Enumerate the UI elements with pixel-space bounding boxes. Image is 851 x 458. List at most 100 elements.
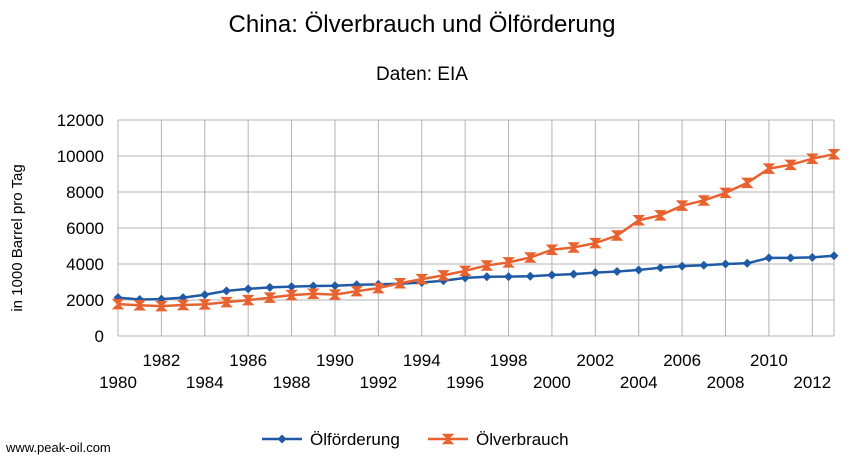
x-tick-label: 1996 [446,373,484,392]
data-point [308,281,318,291]
x-tick-label: 2010 [750,351,788,370]
legend-item: Ölförderung [262,430,400,449]
x-tick-label: 2012 [793,373,831,392]
data-point [482,272,492,282]
data-point [502,257,515,268]
data-point [243,284,253,294]
data-point [241,294,255,306]
x-tick-label: 1986 [229,351,267,370]
data-point [807,252,817,262]
y-tick-label: 6000 [66,219,104,238]
data-point [285,289,298,301]
x-tick-label: 1994 [403,351,441,370]
data-point [437,270,450,281]
data-point [742,258,752,268]
data-point [805,153,819,164]
chart-title: China: Ölverbrauch und Ölförderung [229,11,616,38]
series-foerderung [113,251,839,304]
x-tick-label: 1990 [316,351,354,370]
data-point [677,261,687,271]
x-tick-label: 1980 [99,373,137,392]
data-point [589,237,602,249]
x-tick-label: 2004 [620,373,658,392]
data-point [827,148,841,160]
data-point [330,281,340,291]
y-tick-label: 12000 [57,111,104,130]
grid [117,119,834,337]
data-point [675,200,689,211]
data-point [786,253,796,263]
data-point [569,269,579,279]
tick-labels: 0 2000 4000 6000 8000 10000 12000 1982 1986 1990 1… [57,111,831,392]
data-point [287,282,297,292]
data-point [547,270,557,280]
y-axis-label: in 1000 Barrel pro Tag [9,164,26,311]
data-point [610,230,624,241]
data-point [590,268,600,278]
data-point [480,260,494,271]
x-tick-label: 1992 [359,373,397,392]
series-line [117,254,835,301]
data-point [523,252,537,263]
data-point [697,195,711,206]
data-point [306,288,320,299]
data-point [764,253,774,263]
series-group [111,148,841,312]
data-point [458,265,472,277]
data-point [200,290,210,300]
data-point [350,285,363,297]
data-point [721,259,731,269]
data-point [762,163,776,174]
data-point [740,177,754,189]
data-point [155,300,168,312]
legend-label: Ölförderung [310,430,400,449]
data-point [220,296,233,308]
data-point [263,292,277,303]
chart-subtitle: Daten: EIA [376,64,468,85]
x-tick-label: 2000 [533,373,571,392]
data-point [504,272,514,282]
y-tick-label: 10000 [57,147,104,166]
footer-source: www.peak-oil.com [6,440,111,455]
data-point [111,298,125,310]
data-point [545,244,559,256]
x-tick-label: 2002 [576,351,614,370]
data-point [634,265,644,275]
y-tick-label: 2000 [66,291,104,310]
legend-marker [441,433,455,445]
data-point [372,282,385,294]
x-tick-label: 1982 [142,351,180,370]
data-point [784,159,797,171]
data-point [699,260,709,270]
data-point [829,251,839,261]
data-point [265,282,275,292]
data-point [133,299,147,311]
series-verbrauch [111,148,841,312]
series-line [117,152,835,308]
data-point [221,286,231,296]
y-tick-label: 0 [95,327,104,346]
legend-item: Ölverbrauch [428,430,569,449]
data-point [612,267,622,277]
x-tick-label: 1988 [273,373,311,392]
data-point [632,215,646,226]
data-point [415,273,429,285]
y-tick-label: 4000 [66,255,104,274]
x-tick-label: 2008 [707,373,745,392]
data-point [525,271,535,281]
legend: Ölförderung Ölverbrauch [262,430,569,449]
legend-marker [277,434,287,444]
data-point [655,263,665,273]
data-point [719,187,732,199]
x-tick-label: 2006 [663,351,701,370]
data-point [654,210,667,221]
legend-label: Ölverbrauch [476,430,569,449]
data-point [393,278,407,289]
x-tick-label: 1984 [186,373,224,392]
y-tick-label: 8000 [66,183,104,202]
data-point [176,299,190,311]
data-point [328,289,342,300]
x-tick-label: 1998 [490,351,528,370]
data-point [198,299,212,310]
